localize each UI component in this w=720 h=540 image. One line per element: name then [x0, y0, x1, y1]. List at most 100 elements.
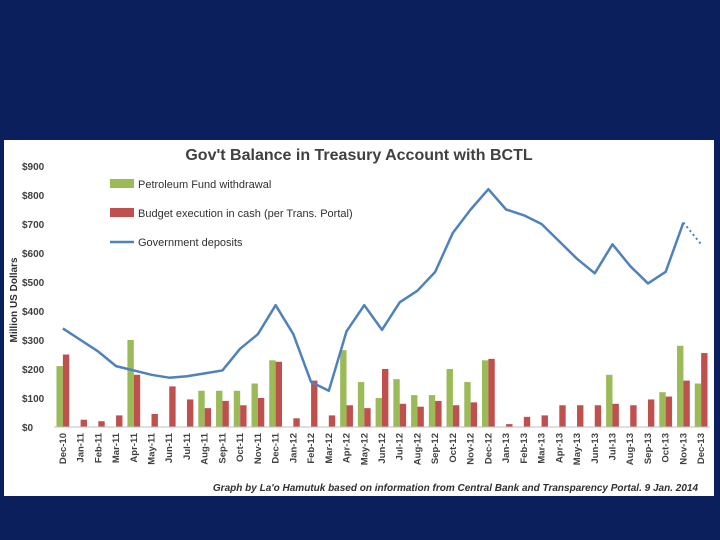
pf-withdrawal-bar [216, 390, 223, 427]
x-tick-label: Nov-13 [678, 433, 689, 465]
x-tick-label: Dec-10 [58, 433, 69, 464]
legend-swatch [110, 179, 134, 188]
budget-execution-bar [541, 415, 548, 427]
budget-execution-bar [506, 424, 513, 427]
pf-withdrawal-bar [269, 360, 276, 427]
pf-withdrawal-bar [464, 382, 471, 427]
x-tick-label: Aug-11 [200, 432, 211, 464]
budget-execution-bar [594, 405, 602, 427]
budget-execution-bar [452, 405, 460, 427]
x-tick-label: Feb-12 [306, 433, 317, 464]
y-tick-label: $300 [22, 336, 45, 347]
budget-execution-bar [257, 398, 265, 427]
x-tick-label: Jul-13 [607, 433, 618, 460]
budget-execution-bar [683, 380, 690, 427]
budget-execution-bar [612, 403, 619, 427]
x-tick-label: Apr-13 [554, 433, 565, 463]
pf-withdrawal-bar [233, 390, 241, 427]
pf-withdrawal-bar [411, 395, 418, 427]
x-tick-label: May-12 [359, 433, 370, 465]
y-tick-label: $900 [22, 162, 45, 173]
y-tick-label: $800 [22, 191, 45, 202]
x-tick-label: Apr-12 [342, 433, 353, 463]
x-tick-label: Aug-12 [412, 433, 423, 465]
y-tick-label: $200 [22, 365, 45, 376]
pf-withdrawal-bar [198, 390, 205, 427]
x-tick-label: May-13 [572, 433, 583, 465]
x-tick-label: Jan-12 [288, 433, 299, 463]
legend: Petroleum Fund withdrawal Budget executio… [110, 179, 353, 249]
budget-execution-bar [311, 380, 318, 427]
budget-execution-bar [275, 361, 283, 427]
budget-execution-bar [204, 408, 212, 427]
y-axis-title: Million US Dollars [9, 257, 20, 342]
x-tick-label: Oct-12 [448, 433, 459, 463]
x-tick-label: Mar-13 [537, 433, 548, 464]
budget-execution-bar [133, 374, 141, 427]
y-tick-label: $0 [22, 423, 34, 434]
x-tick-label: Oct-13 [661, 433, 672, 463]
y-axis-ticks: $0 $100 $200 $300 $400 $500 $600 $700 $800 $900 [22, 162, 45, 434]
x-tick-label: Mar-11 [111, 432, 122, 463]
pf-withdrawal-bar [340, 350, 347, 427]
x-tick-label: Jun-12 [377, 433, 388, 464]
pf-withdrawal-bar [694, 383, 702, 427]
pf-withdrawal-bar [428, 395, 436, 427]
x-tick-label: Sep-11 [217, 432, 228, 463]
budget-execution-bar [435, 400, 442, 427]
budget-execution-bar [488, 358, 495, 427]
budget-execution-bar [116, 415, 123, 427]
y-tick-label: $500 [22, 278, 45, 289]
budget-execution-bar [151, 413, 158, 427]
pf-withdrawal-bar [393, 379, 400, 427]
x-tick-label: Oct-11 [235, 432, 246, 462]
budget-execution-bar [559, 405, 566, 427]
x-tick-label: Jan-13 [501, 433, 512, 463]
pf-withdrawal-bar [127, 340, 134, 427]
budget-execution-bar [577, 405, 584, 427]
x-tick-label: Jul-12 [395, 433, 406, 460]
x-tick-label: Nov-11 [253, 432, 264, 464]
pf-withdrawal-bar [446, 369, 453, 427]
budget-execution-bar [98, 421, 105, 427]
pf-withdrawal-bar [56, 366, 63, 427]
budget-execution-bar [328, 415, 336, 427]
budget-execution-bar [169, 386, 176, 427]
y-tick-label: $400 [22, 307, 45, 318]
x-tick-label: Jul-11 [182, 432, 193, 460]
x-tick-label: Jun-13 [590, 433, 601, 464]
chart-svg: Gov't Balance in Treasury Account with B… [9, 147, 710, 494]
budget-execution-bar [630, 405, 637, 427]
x-tick-label: Jun-11 [164, 432, 175, 463]
legend-swatch [110, 208, 134, 217]
budget-execution-bar [647, 399, 655, 427]
chart-panel: Gov't Balance in Treasury Account with B… [4, 140, 714, 496]
x-tick-label: Apr-11 [129, 432, 140, 462]
budget-execution-bar [62, 354, 70, 427]
budget-execution-bar [417, 406, 424, 427]
pf-withdrawal-bar [375, 398, 382, 427]
bars [56, 340, 708, 427]
x-tick-label: Feb-13 [519, 433, 530, 464]
budget-execution-bar [382, 369, 389, 427]
x-tick-label: Feb-11 [93, 432, 104, 463]
x-tick-label: Nov-12 [466, 433, 477, 465]
chart-title: Gov't Balance in Treasury Account with B… [185, 147, 533, 164]
pf-withdrawal-bar [481, 360, 489, 427]
x-tick-label: May-11 [147, 432, 158, 464]
x-tick-label: Dec-12 [483, 433, 494, 464]
budget-execution-bar [80, 419, 87, 427]
chart-credit: Graph by La'o Hamutuk based on informati… [213, 483, 699, 494]
x-axis-ticks: Dec-10 Jan-11 Feb-11 Mar-11 Apr-11 May-11 Jun-… [58, 432, 707, 465]
y-tick-label: $100 [22, 394, 45, 405]
budget-execution-bar [346, 405, 353, 427]
x-tick-label: Dec-11 [271, 432, 282, 463]
x-tick-label: Sep-12 [430, 433, 441, 464]
budget-execution-bar [470, 402, 478, 427]
budget-execution-bar [399, 403, 407, 427]
x-tick-label: Aug-13 [625, 433, 636, 465]
legend-label: Government deposits [138, 237, 243, 249]
budget-execution-bar [523, 416, 531, 427]
y-tick-label: $600 [22, 249, 45, 260]
budget-execution-bar [222, 400, 229, 427]
